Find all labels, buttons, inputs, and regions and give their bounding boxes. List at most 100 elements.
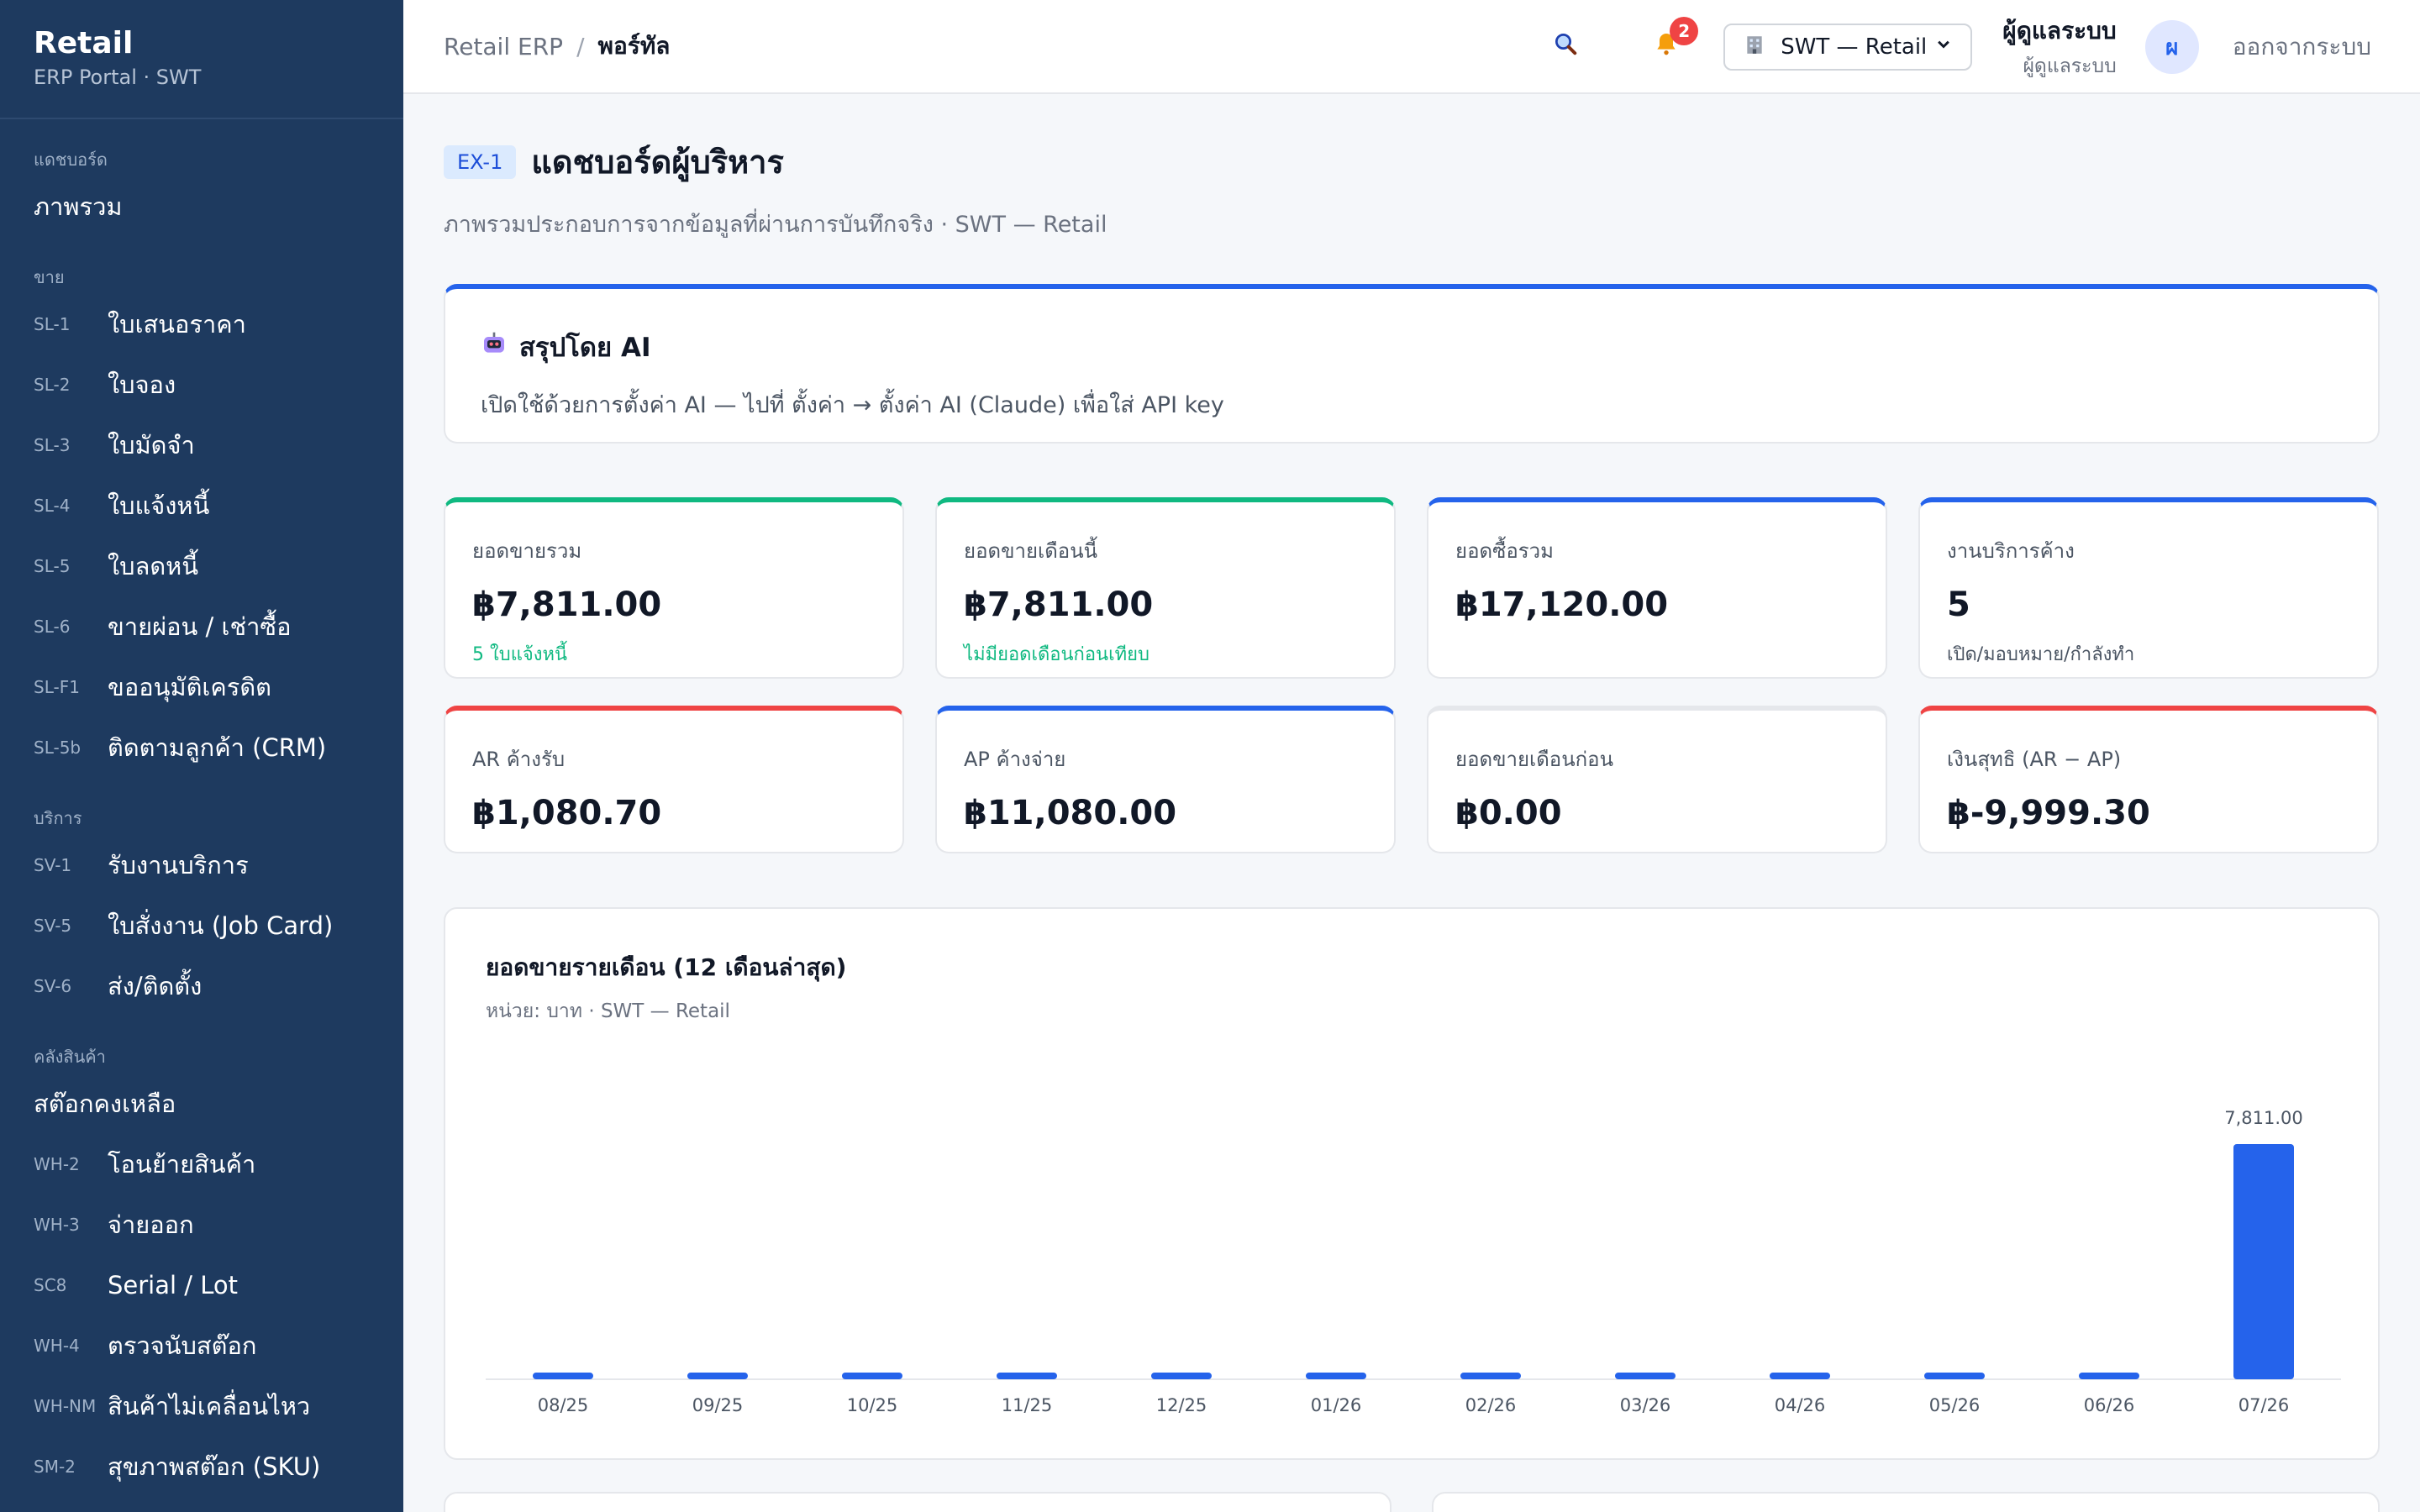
- chart-bar[interactable]: [1151, 1373, 1212, 1379]
- x-tick-label: 08/25: [538, 1395, 589, 1415]
- avatar[interactable]: ผ: [2144, 20, 2199, 74]
- sidebar-item[interactable]: WH-3 จ่ายออก: [34, 1194, 370, 1255]
- kpi-note: ไม่มียอดเดือนก่อนเทียบ: [964, 644, 1150, 665]
- monthly-sales-chart: 08/25 09/25 10/25 11/25 12/25 01/26 02/26 03/26…: [486, 1108, 2341, 1415]
- sidebar-section-label: บริการ: [34, 808, 82, 828]
- ai-summary-card: สรุปโดย AI เปิดใช้ด้วยการตั้งค่า AI — ไป…: [444, 284, 2380, 444]
- sidebar-item-label: ใบเสนอราคา: [108, 310, 246, 339]
- chart-bar[interactable]: [1460, 1373, 1521, 1379]
- sidebar-item[interactable]: SL-6 ขายผ่อน / เช่าซื้อ: [34, 596, 370, 657]
- kpi-value: ฿7,811.00: [472, 585, 662, 624]
- x-tick-label: 04/26: [1775, 1395, 1826, 1415]
- breadcrumb: Retail ERP / พอร์ทัล: [444, 28, 670, 65]
- page-title: แดชบอร์ดผู้บริหาร: [531, 144, 784, 181]
- bottom-card-right: [1432, 1492, 2380, 1512]
- kpi-value: ฿7,811.00: [964, 585, 1154, 624]
- chart-bar[interactable]: [842, 1373, 902, 1379]
- user-info: ผู้ดูแลระบบ ผู้ดูแลระบบ: [2002, 13, 2116, 81]
- sidebar-item-label: สต๊อกคงเหลือ: [34, 1089, 176, 1118]
- chart-bar[interactable]: [1306, 1373, 1366, 1379]
- topbar: Retail ERP / พอร์ทัล 2 SWT — Retail ผู้ด…: [403, 0, 2420, 94]
- sidebar-item[interactable]: SV-1 รับงานบริการ: [34, 835, 370, 895]
- chart-bar[interactable]: [997, 1373, 1057, 1379]
- kpi-label: AP ค้างจ่าย: [964, 748, 1066, 771]
- sidebar-item-code: SL-2: [34, 375, 71, 395]
- sidebar: Retail ERP Portal · SWT แดชบอร์ด ภาพรวม ขา…: [0, 0, 403, 1512]
- company-select[interactable]: SWT — Retail: [1723, 24, 1973, 71]
- kpi-value: 5: [1947, 585, 1970, 624]
- sidebar-item[interactable]: SL-2 ใบจอง: [34, 354, 370, 415]
- sidebar-item-code: SL-4: [34, 496, 71, 516]
- sidebar-item[interactable]: SM-2 สุขภาพสต๊อก (SKU): [34, 1436, 370, 1497]
- sidebar-item[interactable]: SL-1 ใบเสนอราคา: [34, 294, 370, 354]
- ai-summary-description: เปิดใช้ด้วยการตั้งค่า AI — ไปที่ ตั้งค่า…: [481, 392, 1224, 418]
- sidebar-item[interactable]: SV-5 ใบสั่งงาน (Job Card): [34, 895, 370, 956]
- sidebar-item-code: SL-5b: [34, 738, 82, 758]
- sidebar-item[interactable]: SC8 Serial / Lot: [34, 1255, 370, 1315]
- sidebar-item[interactable]: ภาพรวม: [34, 176, 370, 237]
- chart-subtitle: หน่วย: บาท · SWT — Retail: [486, 1000, 730, 1022]
- x-tick-label: 02/26: [1465, 1395, 1517, 1415]
- sidebar-item-code: SL-5: [34, 556, 71, 576]
- kpi-label: AR ค้างรับ: [472, 748, 566, 771]
- logout-button[interactable]: ออกจากระบบ: [2232, 33, 2371, 60]
- search-button[interactable]: [1539, 20, 1592, 74]
- sidebar-item[interactable]: SL-5b ติดตามลูกค้า (CRM): [34, 717, 370, 778]
- x-tick-label: 11/25: [1002, 1395, 1053, 1415]
- chevron-down-icon: [1935, 36, 1952, 58]
- kpi-card: ยอดซื้อรวม ฿17,120.00: [1427, 497, 1887, 679]
- sidebar-item-label: ใบจอง: [108, 370, 176, 399]
- user-role: ผู้ดูแลระบบ: [2023, 55, 2117, 77]
- sidebar-item-label: ใบแจ้งหนี้: [108, 491, 210, 520]
- user-name: ผู้ดูแลระบบ: [2002, 17, 2117, 45]
- x-tick-label: 12/25: [1156, 1395, 1207, 1415]
- sidebar-item[interactable]: WH-2 โอนย้ายสินค้า: [34, 1134, 370, 1194]
- sidebar-item-label: โอนย้ายสินค้า: [108, 1150, 256, 1179]
- sidebar-item[interactable]: SV-6 ส่ง/ติดตั้ง: [34, 956, 370, 1016]
- bottom-card-left: [444, 1492, 1392, 1512]
- kpi-note: 5 ใบแจ้งหนี้: [472, 644, 568, 665]
- ai-summary-title: สรุปโดย AI: [481, 326, 2343, 368]
- sidebar-item-label: Serial / Lot: [108, 1271, 239, 1299]
- sidebar-item-label: ภาพรวม: [34, 192, 123, 221]
- chart-bar[interactable]: [1770, 1373, 1830, 1379]
- sidebar-item-code: SC8: [34, 1275, 67, 1295]
- chart-bar[interactable]: [1615, 1373, 1676, 1379]
- kpi-card: AR ค้างรับ ฿1,080.70: [444, 706, 904, 853]
- sidebar-item-code: SV-1: [34, 855, 72, 875]
- chart-bar[interactable]: [687, 1373, 748, 1379]
- sidebar-item-code: SL-F1: [34, 677, 80, 697]
- main-content: EX-1 แดชบอร์ดผู้บริหาร ภาพรวมประกอบการจา…: [444, 94, 2380, 1460]
- brand-title: Retail: [34, 26, 134, 60]
- chart-bar[interactable]: [2233, 1144, 2294, 1379]
- sidebar-item[interactable]: SL-4 ใบแจ้งหนี้: [34, 475, 370, 536]
- sidebar-item[interactable]: SL-F1 ขออนุมัติเครดิต: [34, 657, 370, 717]
- x-tick-label: 10/25: [847, 1395, 898, 1415]
- breadcrumb-separator: /: [576, 32, 585, 60]
- chart-bar[interactable]: [533, 1373, 593, 1379]
- kpi-card: ยอดขายรวม฿7,811.00 5 ใบแจ้งหนี้: [444, 497, 904, 679]
- breadcrumb-root[interactable]: Retail ERP: [444, 32, 564, 60]
- sidebar-item[interactable]: SL-5 ใบลดหนี้: [34, 536, 370, 596]
- x-tick-label: 05/26: [1929, 1395, 1981, 1415]
- sidebar-item-code: SL-3: [34, 435, 71, 455]
- notifications-button[interactable]: 2: [1639, 17, 1699, 74]
- sidebar-item[interactable]: SL-3 ใบมัดจำ: [34, 415, 370, 475]
- chart-bar[interactable]: [2079, 1373, 2139, 1379]
- breadcrumb-current: พอร์ทัล: [597, 32, 671, 60]
- kpi-label: ยอดขายรวม: [472, 539, 582, 563]
- sidebar-item-label: ใบสั่งงาน (Job Card): [108, 911, 334, 940]
- sidebar-item[interactable]: สต๊อกคงเหลือ: [34, 1074, 370, 1134]
- chart-bar[interactable]: [1924, 1373, 1985, 1379]
- kpi-card: งานบริการค้าง 5 เปิด/มอบหมาย/กำลังทำ: [1918, 497, 2379, 679]
- page-code-badge: EX-1: [444, 144, 517, 179]
- sidebar-item-label: ใบลดหนี้: [108, 552, 199, 580]
- sidebar-item-code: WH-2: [34, 1154, 80, 1174]
- sidebar-item-code: WH-4: [34, 1336, 80, 1356]
- sidebar-item[interactable]: WH-NM สินค้าไม่เคลื่อนไหว: [34, 1376, 370, 1436]
- kpi-value: ฿11,080.00: [964, 794, 1177, 832]
- kpi-label: ยอดขายเดือนก่อน: [1455, 748, 1613, 771]
- chart-title: ยอดขายรายเดือน (12 เดือนล่าสุด): [486, 953, 847, 981]
- sidebar-item-label: ขายผ่อน / เช่าซื้อ: [108, 612, 292, 641]
- sidebar-item[interactable]: WH-4 ตรวจนับสต๊อก: [34, 1315, 370, 1376]
